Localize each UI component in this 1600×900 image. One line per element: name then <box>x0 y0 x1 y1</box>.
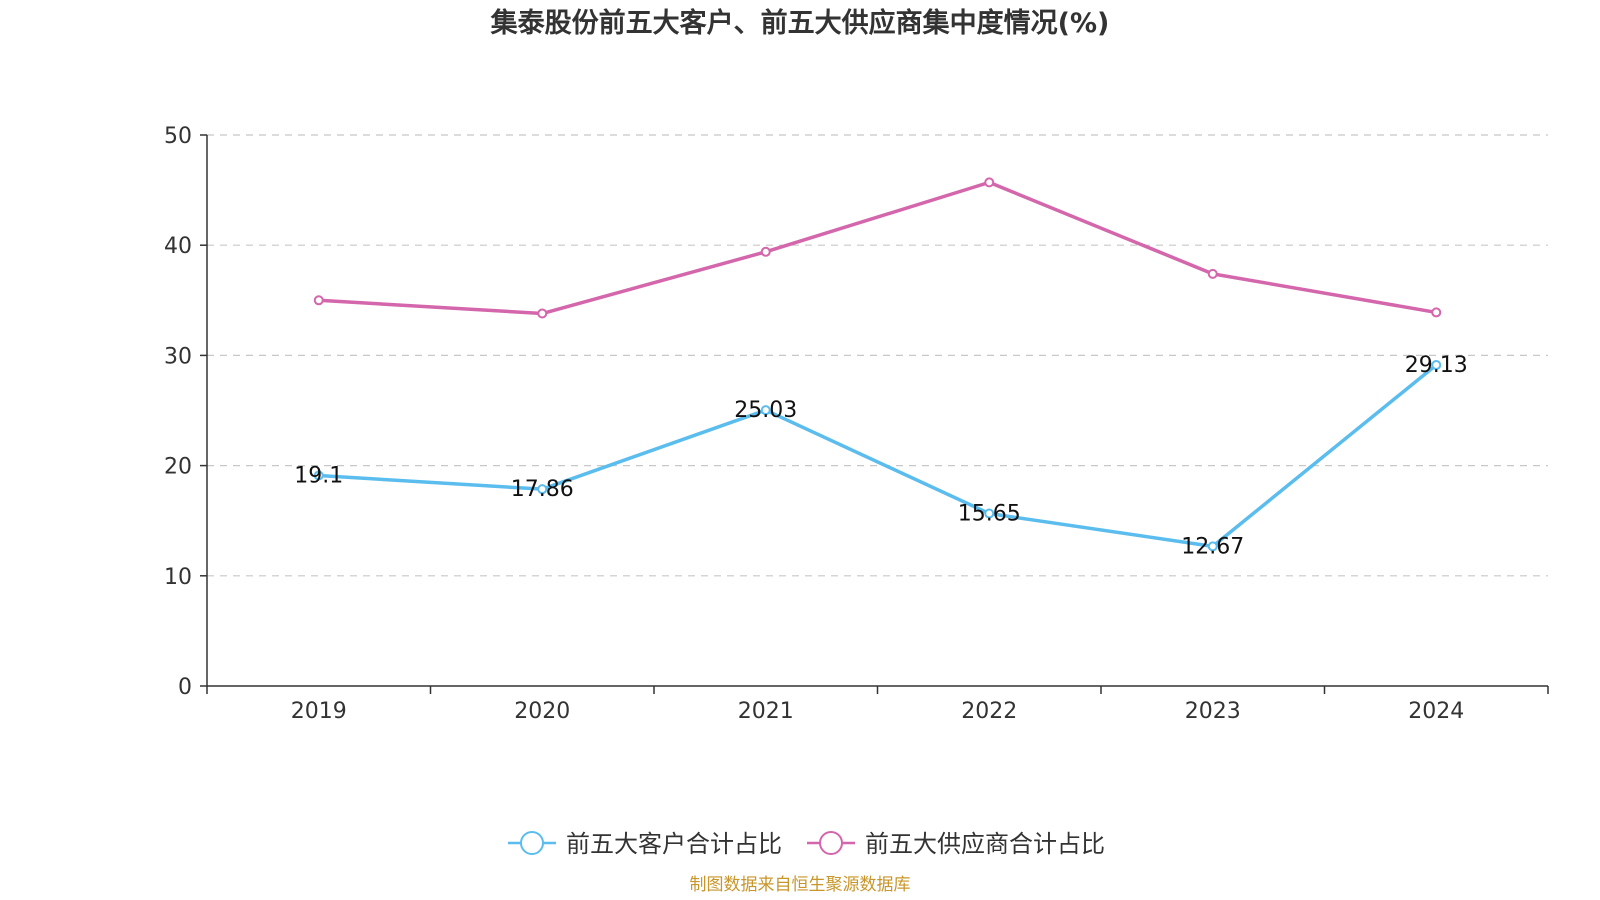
series-line-2 <box>318 180 1437 316</box>
y-tick-label: 0 <box>178 675 192 700</box>
data-point[interactable] <box>1431 359 1442 370</box>
data-point[interactable] <box>313 295 324 306</box>
legend-item-1[interactable]: 前五大客户合计占比 <box>508 830 782 858</box>
source-note: 制图数据来自恒生聚源数据库 <box>690 875 911 895</box>
y-tick-label: 50 <box>164 124 192 149</box>
y-tick-label: 10 <box>164 565 192 590</box>
legend-circle-marker <box>819 831 843 855</box>
legend-item-2[interactable]: 前五大供应商合计占比 <box>807 830 1105 858</box>
x-tick-label: 2024 <box>1408 699 1464 724</box>
data-label: 19.1 <box>294 464 343 489</box>
legend[interactable]: 前五大客户合计占比 前五大供应商合计占比 <box>508 830 1105 858</box>
legend-label: 前五大供应商合计占比 <box>865 830 1105 858</box>
data-point[interactable] <box>984 177 995 188</box>
axes: 0 10 20 30 40 50 2019 2020 2021 2022 2023 2024 <box>164 124 1549 724</box>
data-point[interactable] <box>760 405 771 416</box>
data-label: 29.13 <box>1405 353 1468 378</box>
y-tick-label: 20 <box>164 455 192 480</box>
y-tick-label: 40 <box>164 234 192 259</box>
x-tick-label: 2023 <box>1185 699 1241 724</box>
legend-circle-marker <box>520 831 544 855</box>
series-layer: 19.1 17.86 25.03 15.65 12.67 29.13 <box>294 177 1468 559</box>
series-line-1 <box>318 363 1438 549</box>
data-point[interactable] <box>1207 268 1218 279</box>
data-point[interactable] <box>984 508 995 519</box>
data-label: 12.67 <box>1181 534 1244 559</box>
y-tick-label: 30 <box>164 344 192 369</box>
data-point[interactable] <box>760 246 771 257</box>
data-label: 25.03 <box>734 398 797 423</box>
x-tick-label: 2020 <box>514 699 570 724</box>
x-tick-label: 2021 <box>738 699 794 724</box>
data-point[interactable] <box>1431 307 1442 318</box>
data-point[interactable] <box>537 308 548 319</box>
data-point[interactable] <box>1207 541 1218 552</box>
data-label: 17.86 <box>511 477 574 502</box>
x-tick-label: 2019 <box>291 699 347 724</box>
data-label: 15.65 <box>958 502 1021 527</box>
x-tick-label: 2022 <box>961 699 1017 724</box>
grid-lines <box>207 134 1548 577</box>
legend-label: 前五大客户合计占比 <box>566 830 782 858</box>
data-point[interactable] <box>537 484 548 495</box>
data-point[interactable] <box>313 470 324 481</box>
chart-title: 集泰股份前五大客户、前五大供应商集中度情况(%) <box>490 7 1110 39</box>
